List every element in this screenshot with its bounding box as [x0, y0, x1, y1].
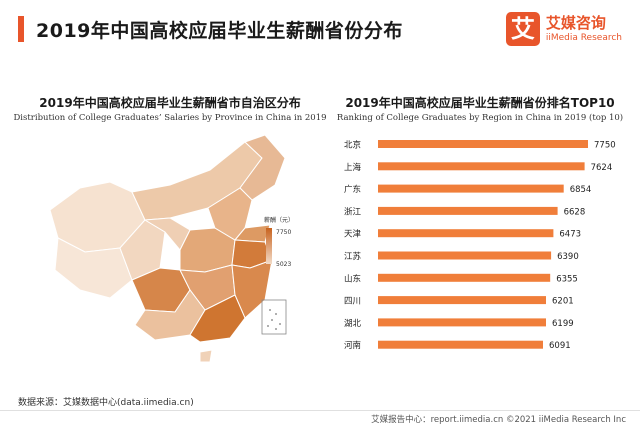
- bar: [378, 162, 585, 171]
- bar-category-label: 江苏: [344, 251, 362, 262]
- bar-value-label: 6473: [559, 230, 581, 240]
- logo-en: iiMedia Research: [545, 32, 622, 43]
- bar-value-label: 7750: [594, 141, 616, 151]
- bar: [378, 140, 588, 148]
- bar-subtitle: Ranking of College Graduates by Region i…: [336, 113, 624, 123]
- bar-value-label: 6201: [552, 297, 574, 307]
- bar-category-label: 河南: [344, 340, 361, 351]
- south-sea-inset: [261, 299, 287, 335]
- bar: [378, 318, 546, 327]
- title-accent: [18, 16, 24, 42]
- bar-category-label: 上海: [344, 162, 362, 173]
- bar-value-label: 7624: [591, 163, 613, 173]
- bar: [378, 184, 564, 193]
- province-map: 薪酬（元） 7750 5023: [49, 134, 294, 363]
- bar-value-label: 6628: [564, 207, 586, 217]
- legend-max: 7750: [276, 229, 291, 236]
- brand-logo: 艾 艾媒咨询 iiMedia Research: [505, 12, 622, 46]
- bar-category-label: 浙江: [344, 206, 362, 217]
- bar-category-label: 湖北: [344, 319, 362, 329]
- bar: [378, 229, 554, 238]
- page-title: 2019年中国高校应届毕业生薪酬省份分布: [36, 19, 403, 42]
- bar-value-label: 6854: [570, 185, 592, 195]
- bar: [378, 273, 551, 282]
- map-subtitle: Distribution of College Graduates’ Salar…: [13, 113, 327, 123]
- legend-min: 5023: [276, 261, 291, 268]
- bar-category-label: 四川: [344, 297, 361, 307]
- bar-value-label: 6199: [552, 319, 574, 329]
- ranking-bar-chart: 北京 7750 上海 7624 广东 6854 浙江 6628 天津 6473 江苏 6390 山东 63…: [344, 140, 616, 352]
- bar: [378, 340, 543, 349]
- logo-mark: 艾: [505, 12, 540, 46]
- south-sea-islands: [267, 309, 281, 330]
- bar: [378, 206, 558, 215]
- legend-gradient: [266, 228, 272, 264]
- bar-category-label: 山东: [344, 273, 361, 284]
- bar-value-label: 6390: [557, 252, 579, 262]
- map-hainan: [199, 349, 213, 363]
- map-tibet: [54, 237, 133, 299]
- title-bar: 2019年中国高校应届毕业生薪酬省份分布: [18, 14, 403, 44]
- map-guangdong-guangxi: [189, 294, 246, 343]
- bar-category-label: 北京: [344, 140, 361, 151]
- map-qinghai: [119, 219, 166, 281]
- bar-value-label: 6355: [556, 274, 578, 284]
- bar-value-label: 6091: [549, 341, 571, 351]
- map-northeast: [239, 134, 286, 201]
- legend-title: 薪酬（元）: [264, 216, 294, 224]
- bar: [378, 251, 552, 260]
- footer-divider: [0, 410, 640, 411]
- footer-text: 艾媒报告中心：report.iimedia.cn ©2021 iiMedia R…: [371, 415, 626, 425]
- logo-text: 艾媒咨询 iiMedia Research: [545, 13, 622, 44]
- logo-cn: 艾媒咨询: [545, 13, 606, 32]
- map-title: 2019年中国高校应届毕业生薪酬省市自治区分布: [39, 96, 301, 110]
- bar: [378, 296, 546, 305]
- bar-title: 2019年中国高校应届毕业生薪酬省份排名TOP10: [345, 96, 615, 110]
- bar-category-label: 天津: [344, 229, 362, 240]
- bar-category-label: 广东: [344, 184, 361, 195]
- data-source: 数据来源：艾媒数据中心(data.iimedia.cn): [18, 398, 194, 408]
